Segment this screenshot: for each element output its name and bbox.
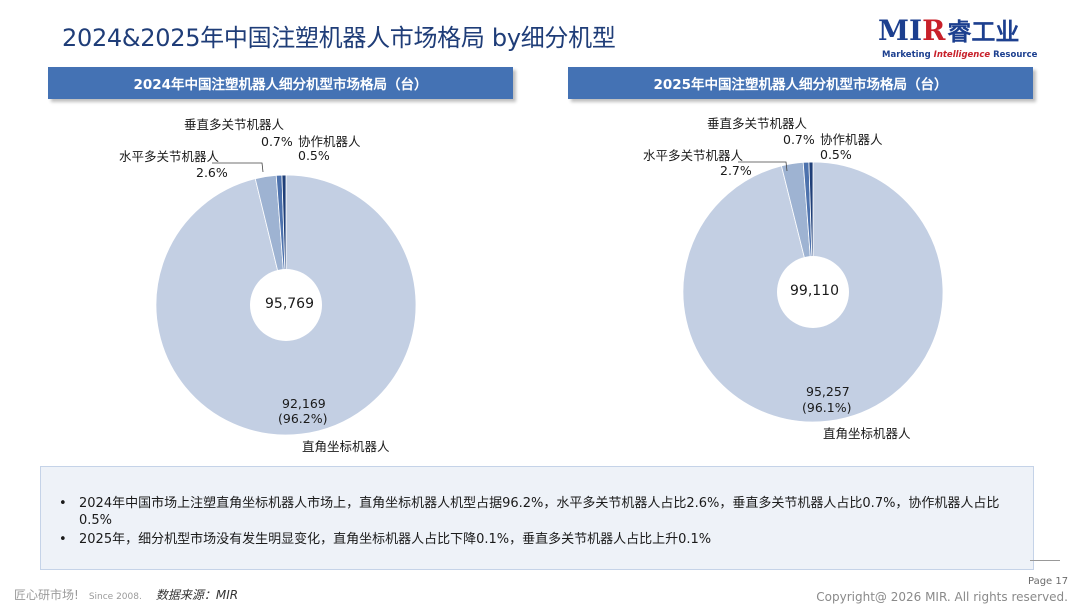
mir-logo: MIR睿工业 Marketing Intelligence Resource	[878, 14, 1038, 66]
label-2025-vertical-name: 垂直多关节机器人	[707, 116, 808, 131]
page-title: 2024&2025年中国注塑机器人市场格局 by细分机型	[62, 24, 616, 52]
label-2024-vertical-pct: 0.7%	[261, 134, 293, 149]
donut-hole	[777, 256, 849, 328]
logo-cn-text: 睿工业	[947, 18, 1020, 46]
label-2024-main-name: 直角坐标机器人	[302, 439, 390, 454]
label-2025-horizontal-pct: 2.7%	[720, 163, 752, 178]
label-2024-vertical-name: 垂直多关节机器人	[184, 117, 285, 132]
summary-box: 2024年中国市场上注塑直角坐标机器人市场上，直角坐标机器人机型占据96.2%，…	[40, 466, 1034, 570]
label-2024-horizontal-pct: 2.6%	[196, 165, 228, 180]
footer-divider	[1030, 560, 1060, 561]
total-2024: 95,769	[265, 296, 314, 312]
footer-since: Since 2008.	[88, 592, 142, 602]
label-2024-cobot-name: 协作机器人	[298, 134, 361, 149]
label-2024-cobot-pct: 0.5%	[298, 148, 330, 163]
label-2024-main-pct: (96.2%)	[278, 411, 328, 426]
label-2024-main-value: 92,169	[282, 396, 326, 411]
logo-mir-text: MIR	[878, 14, 946, 47]
summary-bullet-2: 2025年，细分机型市场没有发生明显变化，直角坐标机器人占比下降0.1%，垂直多…	[59, 531, 1019, 548]
label-2024-horizontal-name: 水平多关节机器人	[119, 149, 220, 164]
data-source: 数据来源：MIR	[155, 588, 239, 602]
label-2025-cobot-name: 协作机器人	[820, 132, 883, 147]
copyright: Copyright@ 2026 MIR. All rights reserved…	[816, 590, 1068, 604]
logo-tagline: Marketing Intelligence Resource	[882, 50, 1038, 60]
summary-bullet-1: 2024年中国市场上注塑直角坐标机器人市场上，直角坐标机器人机型占据96.2%，…	[59, 495, 1019, 529]
footer-slogan: 匠心研市场!	[14, 588, 79, 602]
leader-line-horizontal	[738, 161, 788, 172]
chart-2025-title: 2025年中国注塑机器人细分机型市场格局（台）	[568, 67, 1033, 99]
label-2025-cobot-pct: 0.5%	[820, 147, 852, 162]
page-number: Page 17	[1028, 576, 1069, 587]
label-2025-vertical-pct: 0.7%	[783, 132, 815, 147]
label-2025-main-pct: (96.1%)	[802, 400, 852, 415]
label-2025-horizontal-name: 水平多关节机器人	[643, 148, 744, 163]
label-2025-main-value: 95,257	[806, 384, 850, 399]
footer-left: 匠心研市场! Since 2008. 数据来源：MIR	[14, 586, 238, 603]
total-2025: 99,110	[790, 283, 839, 299]
chart-2024-title: 2024年中国注塑机器人细分机型市场格局（台）	[48, 67, 513, 99]
donut-hole	[250, 269, 322, 341]
leader-line-horizontal	[212, 162, 264, 173]
label-2025-main-name: 直角坐标机器人	[823, 426, 911, 441]
